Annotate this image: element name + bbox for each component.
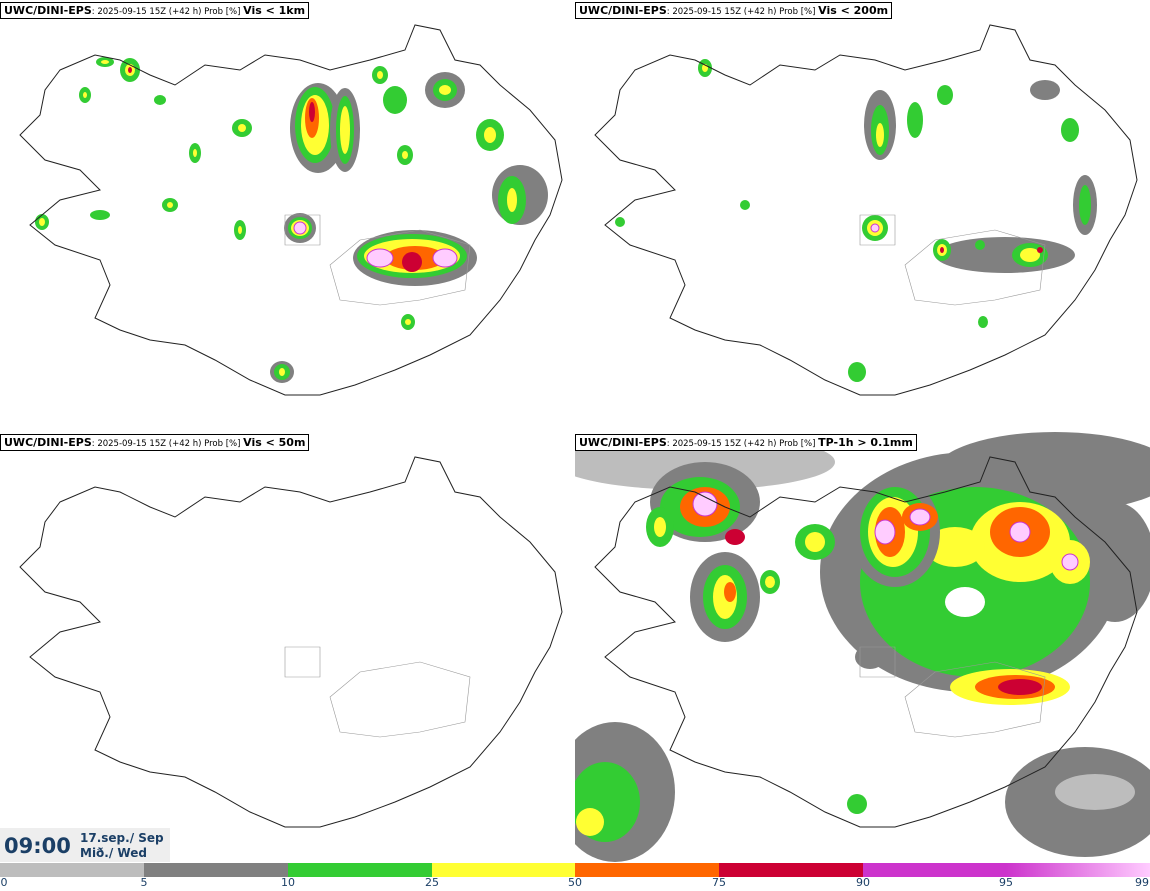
colorbar-tick: 25 — [425, 876, 439, 889]
colorbar-tick: 5 — [140, 876, 148, 889]
colorbar-tick: 99 — [1135, 876, 1149, 889]
colorbar-segment — [719, 863, 863, 877]
map-panel-vis-50m: UWC/DINI-EPS: 2025-09-15 15Z (+42 h) Pro… — [0, 432, 575, 862]
glacier-outline — [284, 646, 471, 738]
glacier-outline — [859, 214, 1046, 306]
colorbar-tick: 0 — [0, 876, 8, 889]
panel-title: UWC/DINI-EPS: 2025-09-15 15Z (+42 h) Pro… — [0, 2, 310, 19]
colorbar-tick: 95 — [999, 876, 1013, 889]
map-panel-precip: UWC/DINI-EPS: 2025-09-15 15Z (+42 h) Pro… — [575, 432, 1150, 862]
valid-date: 17.sep./ Sep Mið./ Wed — [80, 831, 164, 861]
colorbar-segment-gradient — [1006, 863, 1150, 877]
iceland-coastline — [594, 456, 1138, 828]
probability-map — [19, 456, 563, 828]
valid-time-box: 09:00 17.sep./ Sep Mið./ Wed — [0, 828, 170, 862]
panel-title: UWC/DINI-EPS: 2025-09-15 15Z (+42 h) Pro… — [575, 434, 917, 451]
colorbar-segment — [432, 863, 575, 877]
colorbar-tick: 50 — [568, 876, 582, 889]
iceland-coastline — [19, 24, 563, 396]
panel-title: UWC/DINI-EPS: 2025-09-15 15Z (+42 h) Pro… — [575, 2, 893, 19]
probability-field — [575, 432, 1150, 862]
colorbar — [0, 863, 1150, 877]
colorbar-tick: 10 — [281, 876, 295, 889]
panel-title: UWC/DINI-EPS: 2025-09-15 15Z (+42 h) Pro… — [0, 434, 310, 451]
colorbar-segment — [575, 863, 719, 877]
map-panel-vis-200m: UWC/DINI-EPS: 2025-09-15 15Z (+42 h) Pro… — [575, 0, 1150, 430]
colorbar-segment — [288, 863, 432, 877]
colorbar-segment — [863, 863, 1006, 877]
map-panel-vis-1km: UWC/DINI-EPS: 2025-09-15 15Z (+42 h) Pro… — [0, 0, 575, 430]
glacier-outline — [284, 214, 471, 306]
iceland-coastline — [19, 456, 563, 828]
probability-map — [575, 432, 1150, 862]
glacier-outline — [859, 646, 1046, 738]
colorbar-segment — [144, 863, 288, 877]
valid-date-line1: 17.sep./ Sep — [80, 831, 164, 845]
probability-map — [594, 24, 1138, 396]
valid-time: 09:00 — [4, 834, 71, 858]
probability-field — [615, 59, 1097, 382]
probability-map — [19, 24, 563, 396]
valid-date-line2: Mið./ Wed — [80, 846, 147, 860]
colorbar-tick: 75 — [712, 876, 726, 889]
colorbar-segment — [0, 863, 144, 877]
probability-field — [35, 57, 548, 383]
colorbar-tick: 90 — [856, 876, 870, 889]
iceland-coastline — [594, 24, 1138, 396]
